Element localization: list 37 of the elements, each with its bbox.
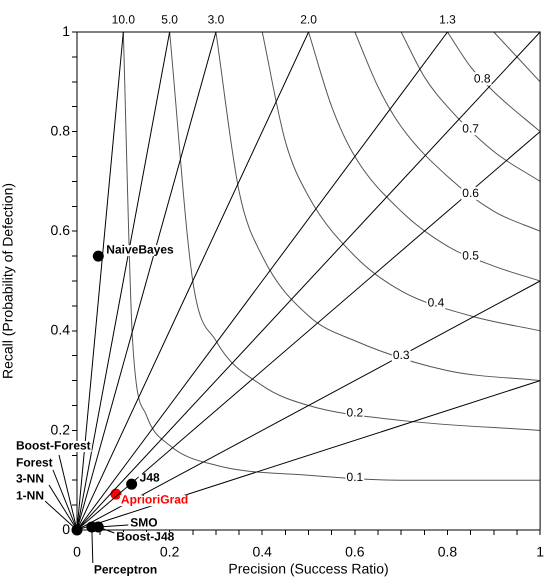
annotation: AprioriGrad	[120, 492, 188, 506]
series-label: 2.0	[300, 12, 318, 26]
series-label: 5.0	[161, 12, 178, 26]
x-tick-label: 0	[73, 543, 82, 560]
series-label: 0.8	[474, 72, 491, 86]
x-tick-label: 1	[536, 543, 544, 560]
annotation: SMO	[130, 515, 158, 530]
y-tick-label: 0.6	[50, 222, 70, 238]
x-axis-title: Precision (Success Ratio)	[228, 560, 389, 576]
annotation: 3-NN	[16, 471, 44, 486]
annotation: Boost-Forest	[16, 438, 91, 452]
series-label: 0.5	[462, 248, 480, 262]
y-tick-label: 1	[62, 22, 70, 39]
series-label: 3.0	[208, 12, 225, 26]
y-tick-label: 0.4	[50, 322, 70, 338]
y-tick-label: 0.8	[50, 122, 70, 138]
annotation: Forest	[16, 455, 53, 470]
annotation: Boost-J48	[116, 529, 175, 544]
y-tick-label: 0	[62, 520, 70, 537]
x-tick-label: 0.4	[252, 543, 272, 560]
annotation: NaiveBayes	[106, 242, 174, 256]
series-label: 0.6	[462, 186, 480, 200]
annotation: Perceptron	[94, 562, 158, 576]
series-label: 0.4	[428, 296, 445, 310]
annotation: J48	[140, 470, 160, 484]
series-label: 0.1	[346, 470, 364, 484]
y-tick-label: 0.2	[50, 421, 70, 438]
series-label: 0.2	[346, 405, 364, 420]
series-label: 10.0	[112, 12, 136, 26]
y-axis-title: Recall (Probability of Defection)	[0, 182, 16, 380]
annotation: 1-NN	[16, 488, 44, 502]
series-label: 0.3	[392, 348, 410, 362]
series-label: 0.7	[462, 121, 480, 136]
series-label: 1.3	[439, 12, 456, 26]
x-tick-label: 0.8	[438, 543, 458, 560]
x-tick-label: 0.2	[160, 543, 180, 560]
x-tick-label: 0.6	[345, 543, 365, 560]
